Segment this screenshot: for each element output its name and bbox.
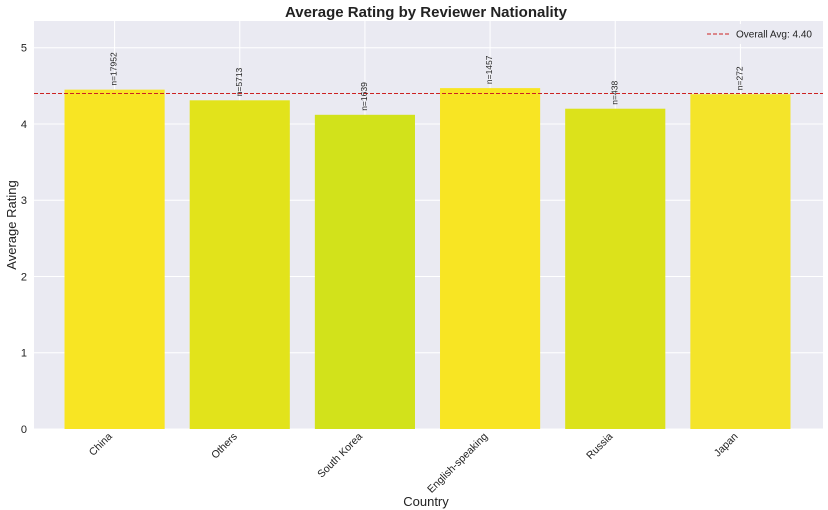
bar-others xyxy=(189,100,290,430)
count-label: n=438 xyxy=(609,81,619,105)
y-tick-label: 4 xyxy=(21,119,27,131)
legend-label: Overall Avg: 4.40 xyxy=(736,30,812,41)
count-label: n=5713 xyxy=(234,67,244,96)
watermark: 知乎 @佳人李大花 xyxy=(622,466,805,491)
chart-title: Average Rating by Reviewer Nationality xyxy=(285,4,568,21)
count-label: n=1457 xyxy=(484,55,494,84)
x-tick-label: China xyxy=(87,431,115,459)
legend-box xyxy=(698,24,819,44)
bar-japan xyxy=(690,94,791,429)
count-label: n=272 xyxy=(734,66,744,90)
x-tick-label: Others xyxy=(209,431,240,462)
bar-south-korea xyxy=(314,114,415,429)
count-label: n=17952 xyxy=(109,52,119,86)
x-tick-label: Russia xyxy=(584,431,615,462)
y-tick-label: 3 xyxy=(21,195,27,207)
y-tick-label: 0 xyxy=(21,424,27,436)
bar-china xyxy=(64,89,165,430)
x-tick-label: English-speaking xyxy=(425,431,490,496)
count-labels: n=17952 n=5713 n=1639 n=1457 n=438 n=272 xyxy=(109,52,745,111)
x-axis-label: Country xyxy=(403,494,449,509)
x-tick-label: Japan xyxy=(712,431,741,460)
x-tick-label: South Korea xyxy=(315,431,365,481)
count-label: n=1639 xyxy=(359,82,369,111)
y-tick-label: 2 xyxy=(21,271,27,283)
y-ticks: 0 1 2 3 4 5 xyxy=(21,43,27,436)
bar-english-speaking xyxy=(440,88,541,429)
y-tick-label: 1 xyxy=(21,348,27,360)
y-tick-label: 5 xyxy=(21,43,27,55)
y-axis-label: Average Rating xyxy=(4,180,19,269)
bar-russia xyxy=(565,108,666,430)
legend: Overall Avg: 4.40 xyxy=(698,24,819,44)
bars xyxy=(64,88,791,430)
